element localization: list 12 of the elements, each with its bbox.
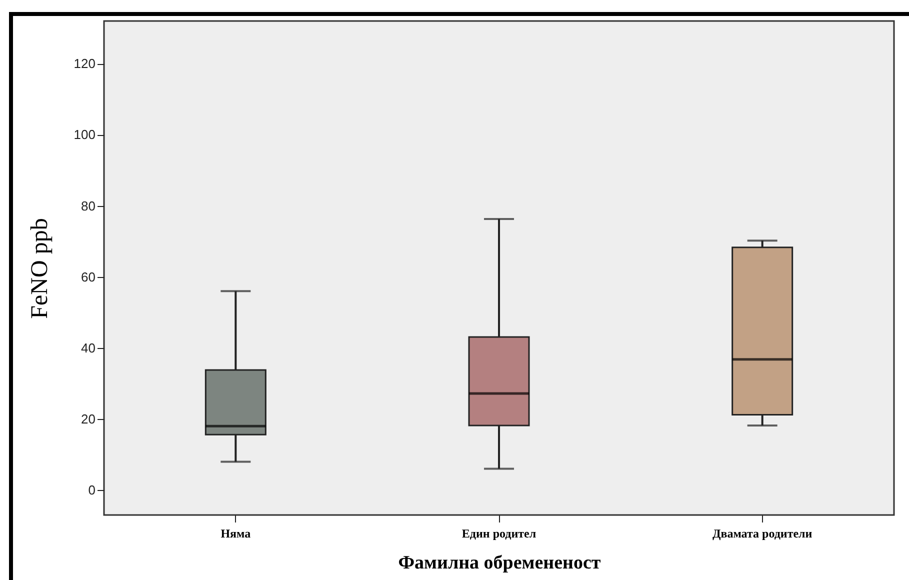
y-tick-label: 40 [81, 340, 96, 356]
x-tick-label: Един родител [462, 526, 536, 540]
x-tick-label: Двамата родители [712, 526, 812, 540]
y-tick-label: 100 [74, 127, 96, 142]
y-tick-label: 60 [81, 269, 96, 284]
y-axis-title: FeNO ppb [26, 218, 53, 319]
y-tick-label: 0 [88, 482, 96, 498]
y-tick-label: 120 [74, 56, 96, 72]
y-tick-label: 20 [81, 412, 96, 427]
y-tick-label: 80 [81, 198, 96, 214]
x-axis-title: Фамилна обремененост [398, 552, 602, 574]
x-tick-label: Няма [220, 526, 251, 540]
